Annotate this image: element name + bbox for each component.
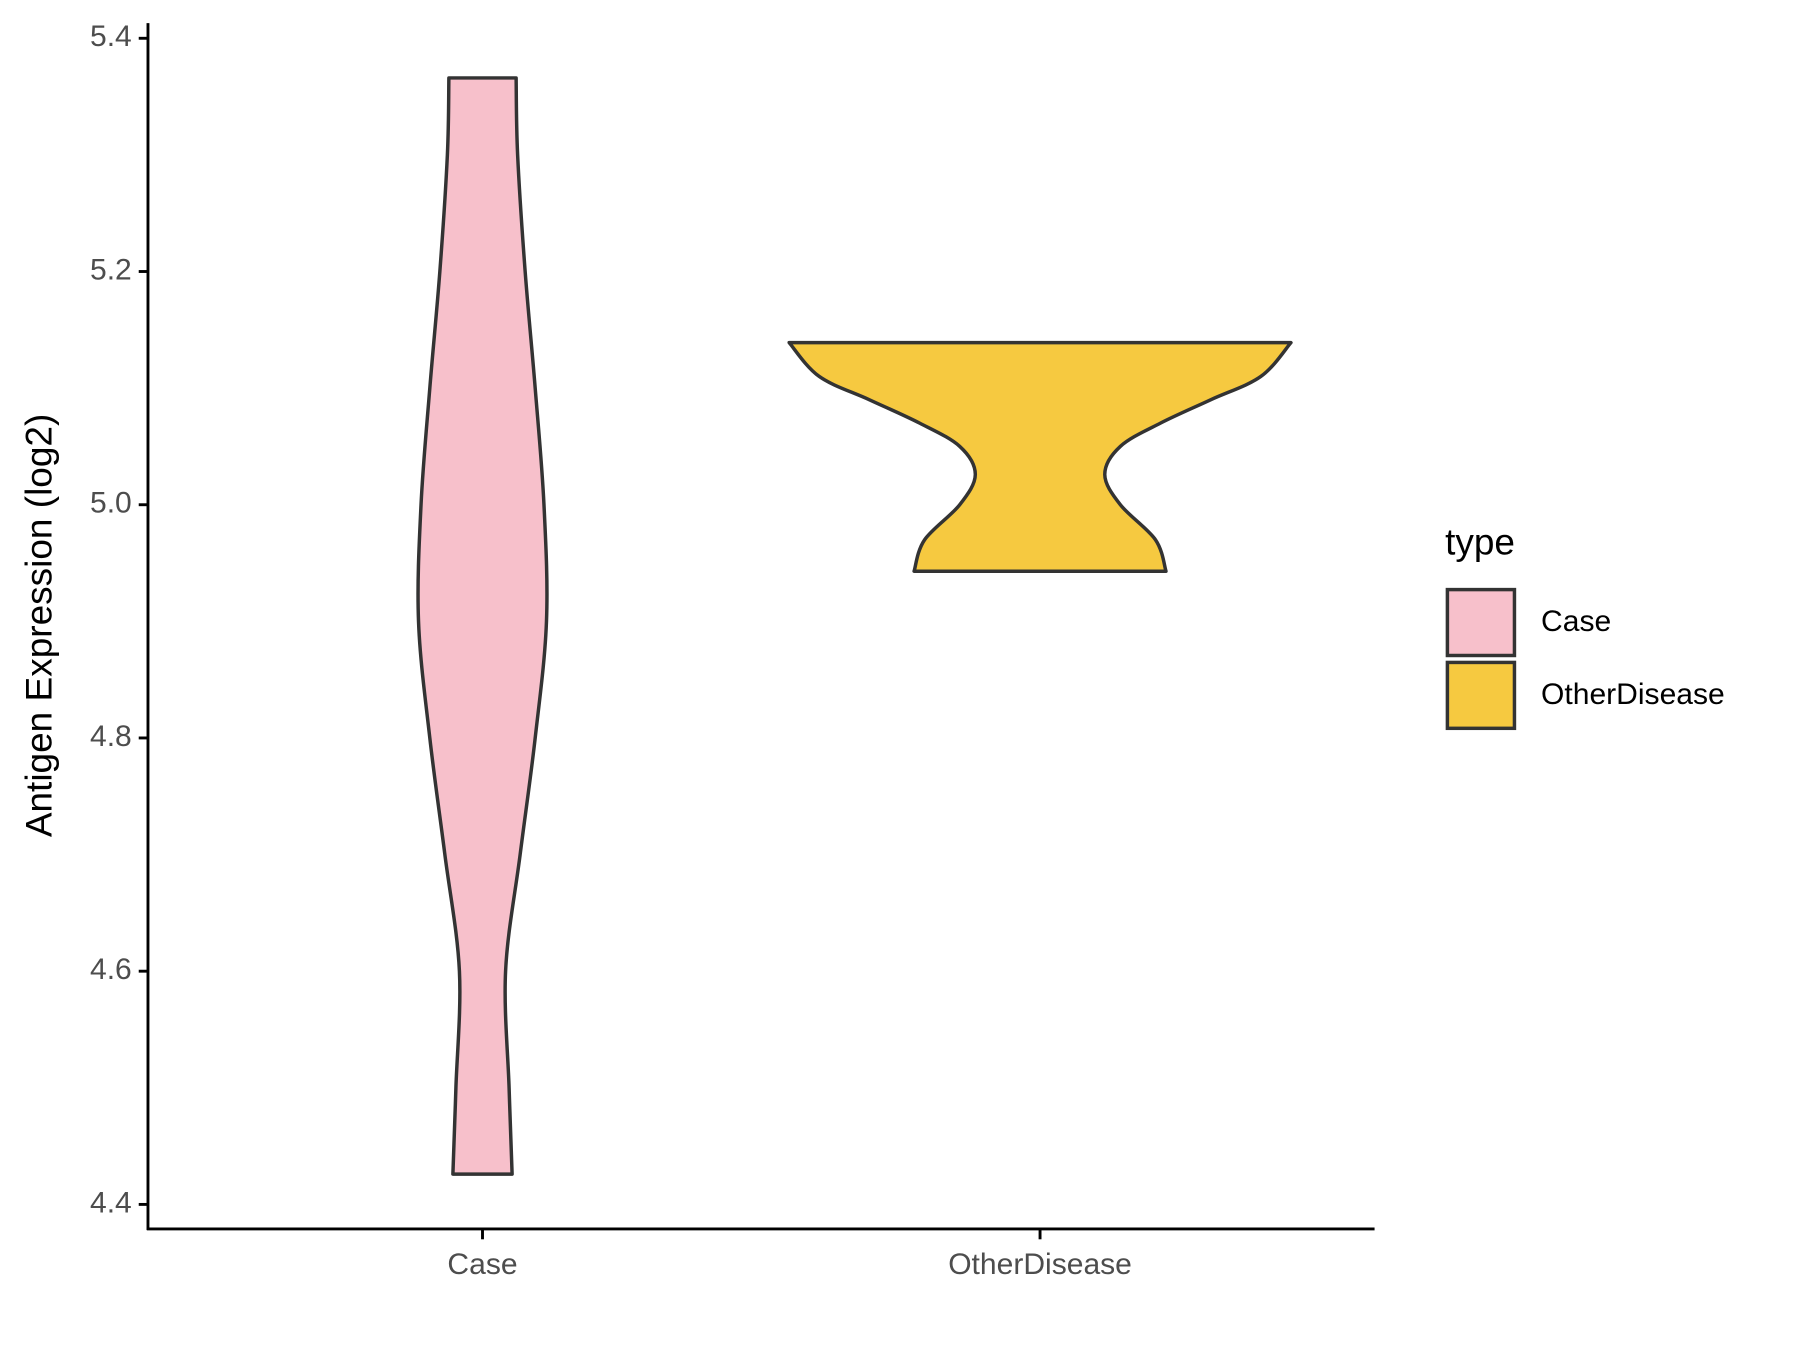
y-tick-label: 5.4 (90, 20, 132, 53)
y-tick-label: 4.6 (90, 953, 132, 986)
violin (787, 340, 1293, 573)
y-tick-label: 5.0 (90, 487, 132, 520)
y-tick-label: 5.2 (90, 253, 132, 286)
legend-key (1445, 660, 1517, 731)
legend-label: OtherDisease (1541, 678, 1725, 711)
x-tick-label: OtherDisease (948, 1248, 1132, 1281)
y-tick-label: 4.4 (90, 1186, 132, 1219)
x-tick-label: Case (447, 1248, 517, 1281)
legend-title: type (1445, 521, 1515, 562)
legend-label: Case (1541, 605, 1611, 638)
y-axis-title: Antigen Expression (log2) (18, 414, 59, 838)
violin (416, 76, 549, 1176)
legend-key (1445, 587, 1517, 658)
y-tick-label: 4.8 (90, 720, 132, 753)
